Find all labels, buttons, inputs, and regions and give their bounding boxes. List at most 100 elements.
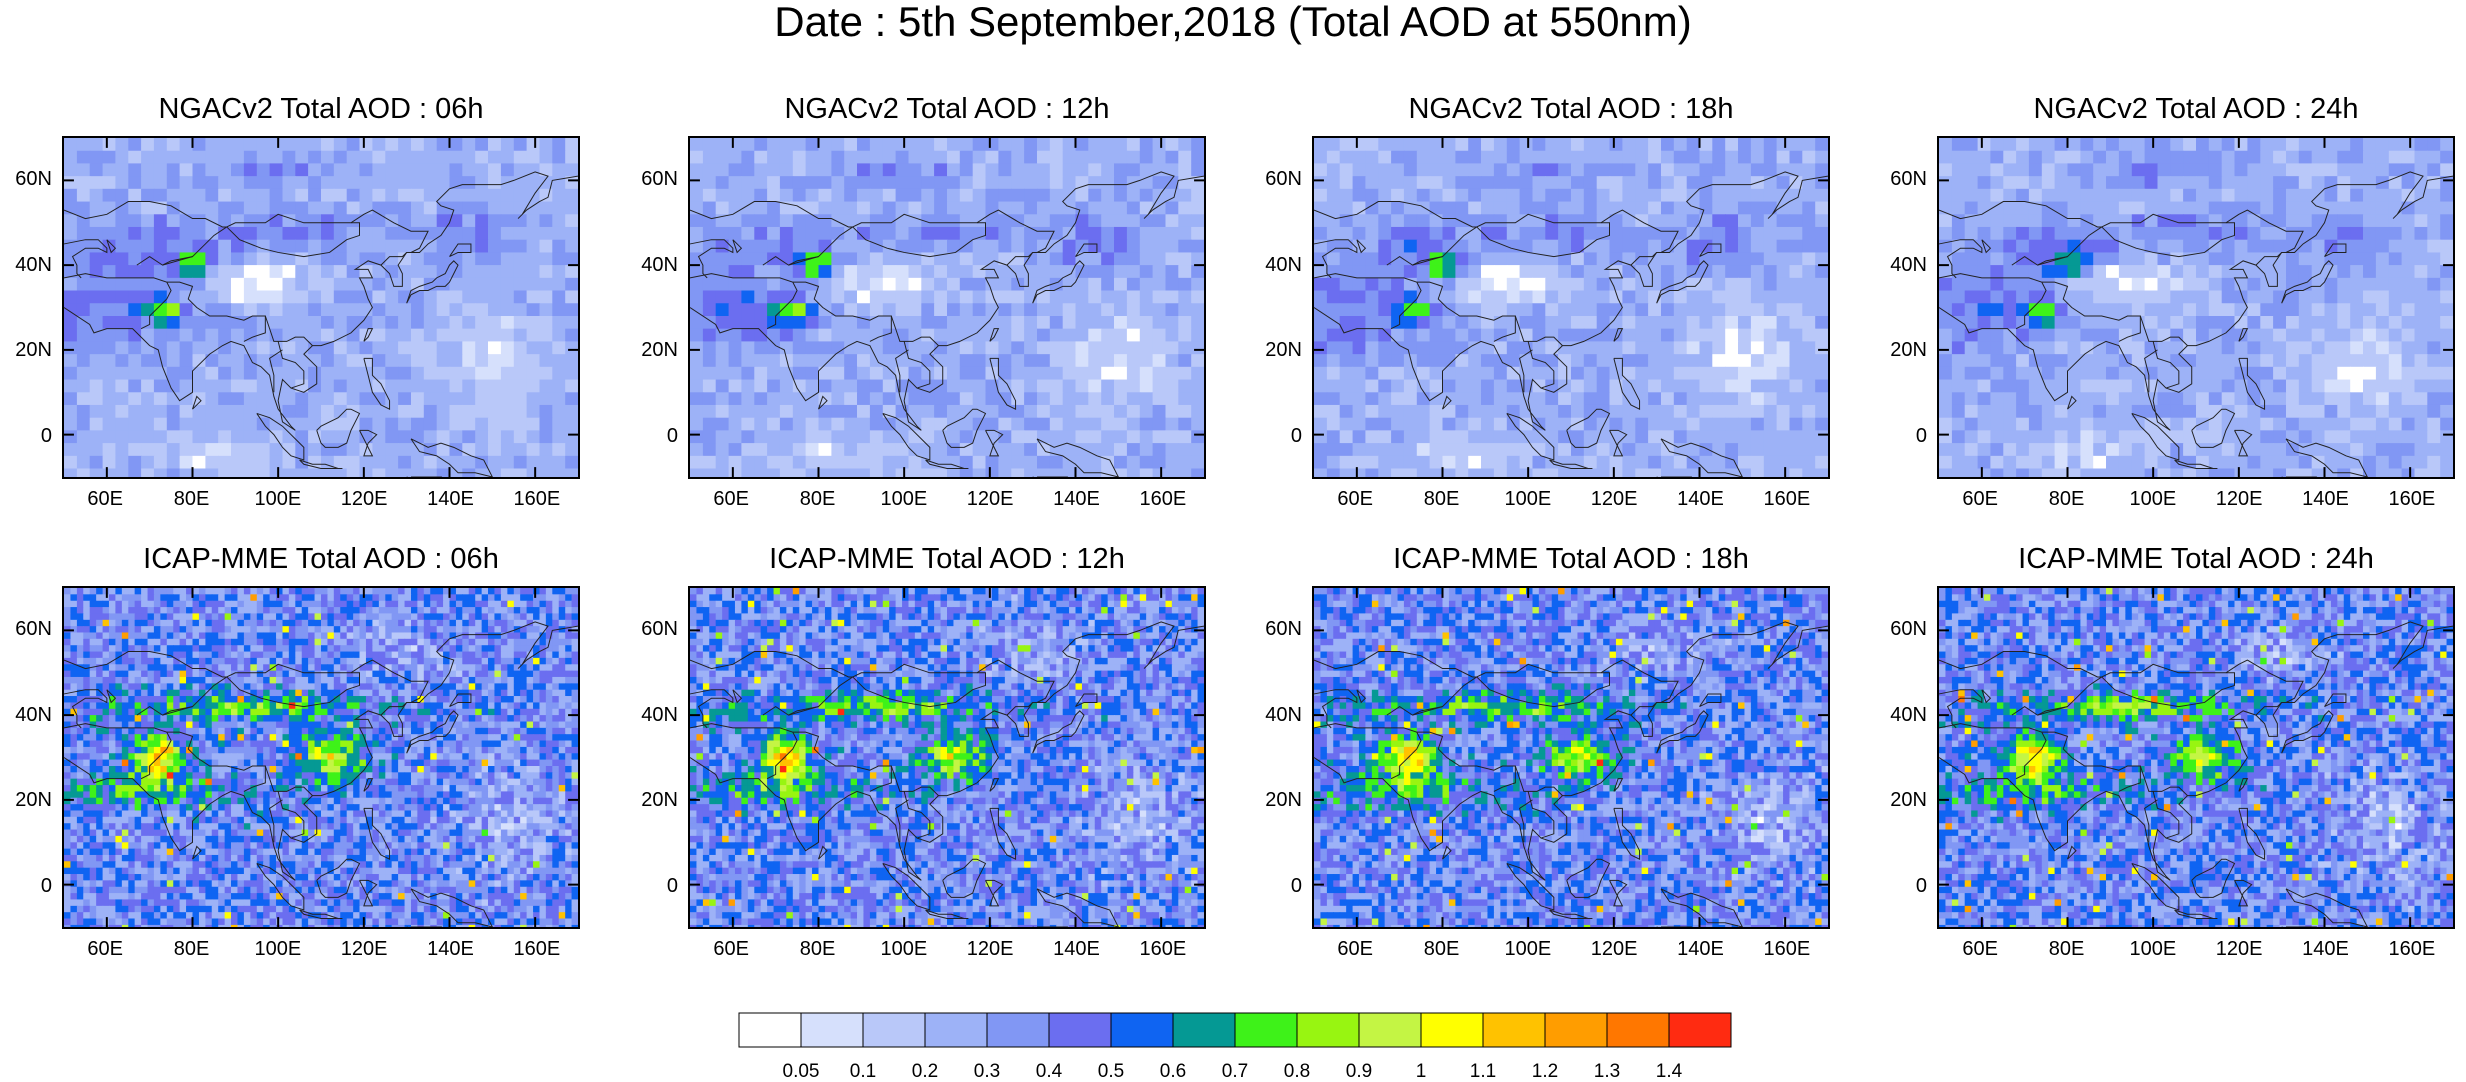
colorbar-label: 0.3 — [962, 1062, 1012, 1082]
colorbar-swatch — [1607, 1013, 1669, 1047]
lat-tick-label: 60N — [1879, 169, 1927, 189]
colorbar-label: 1 — [1396, 1062, 1446, 1082]
colorbar-label: 0.2 — [900, 1062, 950, 1082]
lat-tick-label: 40N — [4, 705, 52, 725]
panel-title: NGACv2 Total AOD : 24h — [1937, 94, 2455, 124]
lon-tick-label: 160E — [2382, 489, 2442, 509]
colorbar-label: 0.4 — [1024, 1062, 1074, 1082]
colorbar-label: 0.1 — [838, 1062, 888, 1082]
colorbar-swatch — [1297, 1013, 1359, 1047]
lon-tick-label: 160E — [1133, 939, 1193, 959]
lat-tick-label: 20N — [1254, 340, 1302, 360]
lon-tick-label: 60E — [701, 489, 761, 509]
lon-tick-label: 140E — [421, 939, 481, 959]
lon-tick-label: 120E — [2209, 489, 2269, 509]
colorbar-swatch — [987, 1013, 1049, 1047]
colorbar-swatch — [1235, 1013, 1297, 1047]
lat-tick-label: 20N — [4, 790, 52, 810]
lat-tick-label: 60N — [1254, 169, 1302, 189]
aod-map — [688, 136, 1206, 479]
panel-title: ICAP-MME Total AOD : 12h — [688, 544, 1206, 574]
lat-tick-label: 0 — [4, 426, 52, 446]
lon-tick-label: 60E — [1950, 939, 2010, 959]
colorbar-label: 1.3 — [1582, 1062, 1632, 1082]
panel-title: NGACv2 Total AOD : 06h — [62, 94, 580, 124]
lon-tick-label: 60E — [75, 489, 135, 509]
lon-tick-label: 100E — [1498, 939, 1558, 959]
colorbar-label: 0.5 — [1086, 1062, 1136, 1082]
lat-tick-label: 40N — [4, 255, 52, 275]
lon-tick-label: 160E — [507, 489, 567, 509]
lon-tick-label: 120E — [1584, 939, 1644, 959]
lat-tick-label: 60N — [1879, 619, 1927, 639]
lon-tick-label: 80E — [162, 489, 222, 509]
figure-title: Date : 5th September,2018 (Total AOD at … — [0, 0, 2466, 44]
aod-map — [62, 136, 580, 479]
lat-tick-label: 40N — [630, 705, 678, 725]
colorbar-swatch — [1111, 1013, 1173, 1047]
lat-tick-label: 60N — [630, 169, 678, 189]
colorbar-swatch — [1173, 1013, 1235, 1047]
lat-tick-label: 40N — [1879, 255, 1927, 275]
lon-tick-label: 120E — [334, 489, 394, 509]
lon-tick-label: 140E — [1047, 939, 1107, 959]
lon-tick-label: 60E — [1950, 489, 2010, 509]
lat-tick-label: 40N — [1254, 255, 1302, 275]
colorbar-swatch — [1359, 1013, 1421, 1047]
lon-tick-label: 120E — [960, 939, 1020, 959]
panel-title: ICAP-MME Total AOD : 24h — [1937, 544, 2455, 574]
panel-title: ICAP-MME Total AOD : 18h — [1312, 544, 1830, 574]
lon-tick-label: 80E — [1412, 489, 1472, 509]
lon-tick-label: 120E — [960, 489, 1020, 509]
colorbar-swatch — [1483, 1013, 1545, 1047]
lon-tick-label: 160E — [2382, 939, 2442, 959]
lon-tick-label: 60E — [75, 939, 135, 959]
lat-tick-label: 60N — [4, 619, 52, 639]
colorbar-label: 0.8 — [1272, 1062, 1322, 1082]
aod-map — [688, 586, 1206, 929]
lat-tick-label: 20N — [630, 340, 678, 360]
colorbar-label: 0.05 — [776, 1062, 826, 1082]
lon-tick-label: 100E — [2123, 939, 2183, 959]
aod-map — [1937, 586, 2455, 929]
colorbar-swatch — [863, 1013, 925, 1047]
lat-tick-label: 40N — [1879, 705, 1927, 725]
lat-tick-label: 20N — [630, 790, 678, 810]
lat-tick-label: 20N — [1254, 790, 1302, 810]
colorbar-label: 0.7 — [1210, 1062, 1260, 1082]
lon-tick-label: 140E — [2296, 939, 2356, 959]
aod-map — [1937, 136, 2455, 479]
lon-tick-label: 60E — [701, 939, 761, 959]
aod-map — [1312, 586, 1830, 929]
lat-tick-label: 60N — [630, 619, 678, 639]
lon-tick-label: 60E — [1325, 939, 1385, 959]
lon-tick-label: 80E — [2037, 489, 2097, 509]
colorbar-label: 0.9 — [1334, 1062, 1384, 1082]
colorbar-swatch — [925, 1013, 987, 1047]
lon-tick-label: 140E — [1047, 489, 1107, 509]
lat-tick-label: 0 — [630, 876, 678, 896]
lon-tick-label: 160E — [1133, 489, 1193, 509]
lat-tick-label: 60N — [4, 169, 52, 189]
lon-tick-label: 100E — [874, 939, 934, 959]
aod-map — [1312, 136, 1830, 479]
lat-tick-label: 0 — [1254, 426, 1302, 446]
colorbar-swatch — [1545, 1013, 1607, 1047]
lon-tick-label: 100E — [874, 489, 934, 509]
lon-tick-label: 160E — [507, 939, 567, 959]
colorbar-swatch — [801, 1013, 863, 1047]
colorbar-label: 1.2 — [1520, 1062, 1570, 1082]
colorbar-label: 1.4 — [1644, 1062, 1694, 1082]
lon-tick-label: 120E — [334, 939, 394, 959]
panel-title: NGACv2 Total AOD : 18h — [1312, 94, 1830, 124]
lat-tick-label: 40N — [1254, 705, 1302, 725]
colorbar-swatch — [1421, 1013, 1483, 1047]
lat-tick-label: 0 — [1879, 426, 1927, 446]
aod-map — [62, 586, 580, 929]
colorbar-label: 0.6 — [1148, 1062, 1198, 1082]
colorbar-swatch — [1049, 1013, 1111, 1047]
lon-tick-label: 100E — [248, 939, 308, 959]
lon-tick-label: 140E — [421, 489, 481, 509]
lat-tick-label: 0 — [4, 876, 52, 896]
lon-tick-label: 120E — [1584, 489, 1644, 509]
